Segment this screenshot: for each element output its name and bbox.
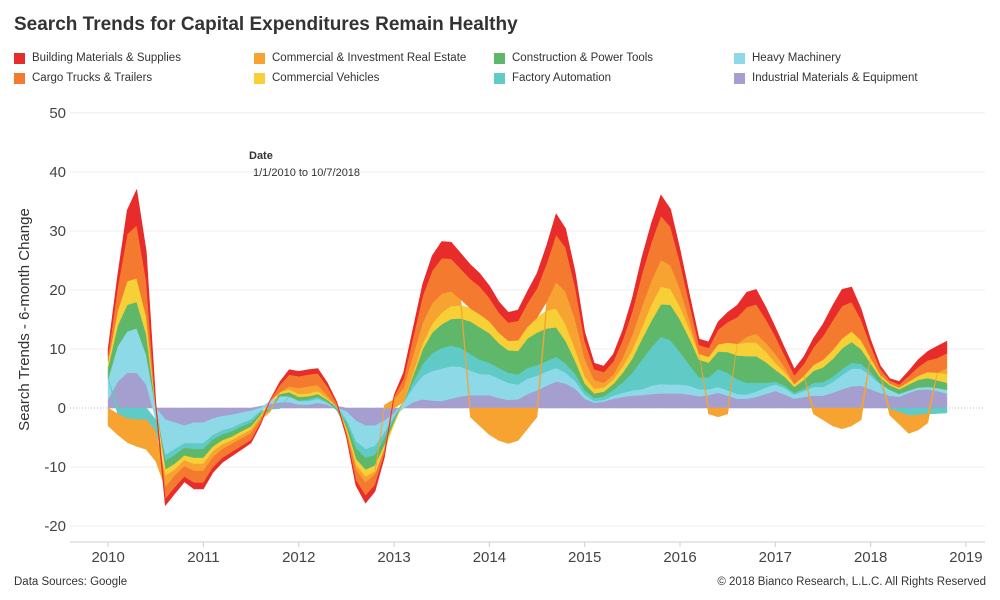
legend-swatch bbox=[494, 72, 505, 84]
grid-lines bbox=[70, 112, 985, 527]
x-tick-label: 2014 bbox=[473, 549, 506, 566]
legend-swatch bbox=[14, 72, 25, 84]
legend-label: Building Materials & Supplies bbox=[32, 52, 181, 64]
legend-label: Commercial & Investment Real Estate bbox=[272, 52, 467, 64]
legend-label: Cargo Trucks & Trailers bbox=[32, 72, 153, 84]
tooltip-value: 1/1/2010 to 10/7/2018 bbox=[253, 167, 361, 179]
y-tick-label: 10 bbox=[49, 341, 66, 358]
y-tick-label: -10 bbox=[44, 459, 66, 476]
y-tick-label: -20 bbox=[44, 518, 66, 535]
axes: -20 -10 0 10 20 30 40 50 Search Trends - 6-month… bbox=[16, 105, 985, 566]
y-tick-label: 20 bbox=[49, 282, 66, 299]
x-tick-label: 2012 bbox=[282, 549, 315, 566]
legend-swatch bbox=[734, 52, 745, 64]
x-tick-label: 2018 bbox=[854, 549, 887, 566]
legend-item[interactable]: Factory Automation bbox=[494, 72, 611, 84]
legend-label: Industrial Materials & Equipment bbox=[752, 72, 918, 84]
legend-item[interactable]: Building Materials & Supplies bbox=[14, 52, 181, 64]
legend-label: Heavy Machinery bbox=[752, 52, 841, 64]
data-source: Data Sources: Google bbox=[14, 576, 128, 588]
legend-swatch bbox=[734, 72, 745, 84]
x-tick-label: 2016 bbox=[663, 549, 696, 566]
x-tick-label: 2011 bbox=[187, 549, 219, 566]
x-tick-label: 2017 bbox=[759, 549, 792, 566]
legend-item[interactable]: Construction & Power Tools bbox=[494, 52, 653, 64]
legend-item[interactable]: Industrial Materials & Equipment bbox=[734, 72, 918, 84]
date-tooltip: Date 1/1/2010 to 10/7/2018 bbox=[249, 150, 360, 179]
legend-swatch bbox=[494, 52, 505, 64]
legend-label: Factory Automation bbox=[512, 72, 612, 84]
series-areas bbox=[107, 189, 948, 506]
legend-item[interactable]: Heavy Machinery bbox=[734, 52, 841, 64]
copyright: © 2018 Bianco Research, L.L.C. All Right… bbox=[717, 576, 986, 588]
y-tick-label: 30 bbox=[49, 223, 66, 240]
page-title: Search Trends for Capital Expenditures R… bbox=[14, 14, 518, 35]
legend-item[interactable]: Commercial & Investment Real Estate bbox=[254, 52, 466, 64]
y-axis-label: Search Trends - 6-month Change bbox=[16, 208, 33, 431]
legend-label: Construction & Power Tools bbox=[512, 52, 654, 64]
legend-item[interactable]: Commercial Vehicles bbox=[254, 72, 379, 84]
area-commercial-vehicles[interactable] bbox=[107, 277, 948, 478]
x-tick-label: 2019 bbox=[949, 549, 982, 566]
x-tick-label: 2015 bbox=[568, 549, 601, 566]
legend-swatch bbox=[254, 52, 265, 64]
area-building-materials-supplies[interactable] bbox=[107, 189, 948, 506]
y-tick-label: 40 bbox=[49, 164, 66, 181]
legend-swatch bbox=[14, 52, 25, 64]
chart-legend[interactable]: Building Materials & Supplies Commercial … bbox=[14, 52, 994, 92]
legend-item[interactable]: Cargo Trucks & Trailers bbox=[14, 72, 152, 84]
x-tick-label: 2013 bbox=[377, 549, 410, 566]
x-tick-label: 2010 bbox=[91, 549, 124, 566]
legend-label: Commercial Vehicles bbox=[272, 72, 380, 84]
area-commercial-investment-real-estate[interactable] bbox=[107, 259, 948, 488]
y-tick-label: 0 bbox=[58, 400, 66, 417]
legend-swatch bbox=[254, 72, 265, 84]
tooltip-label: Date bbox=[249, 150, 273, 162]
y-tick-label: 50 bbox=[49, 105, 66, 122]
